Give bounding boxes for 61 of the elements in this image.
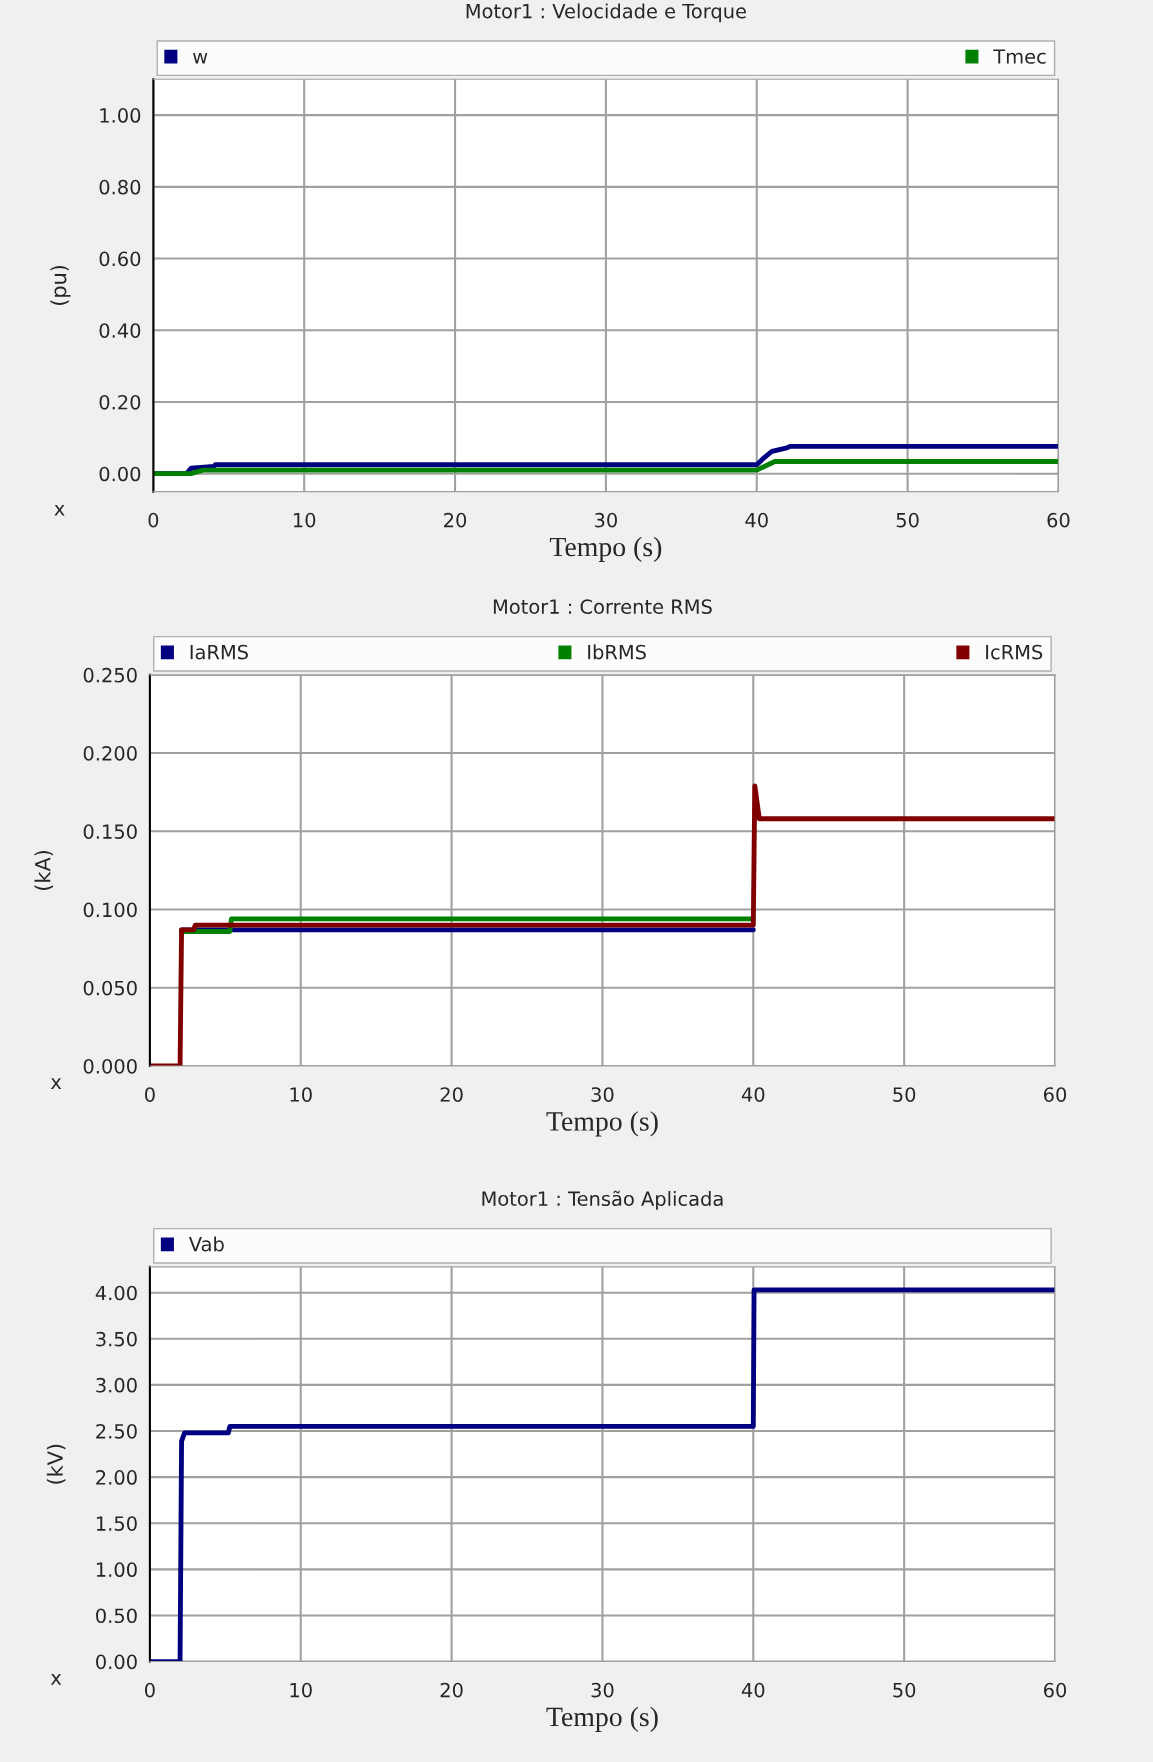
- legend-label: w: [193, 52, 208, 64]
- x-tick-label: 60: [1043, 1682, 1067, 1698]
- x-axis-title: Tempo (s): [549, 536, 662, 562]
- text: x: [50, 1078, 62, 1089]
- x-tick-label: 30: [591, 1682, 614, 1698]
- y-tick-label: 0.200: [83, 746, 137, 761]
- y-tick-label: 0.50: [96, 1608, 137, 1624]
- x-axis-title: Tempo (s): [546, 1706, 658, 1732]
- y-tick-label: 0.00: [99, 466, 141, 482]
- y-tick-label: 2.50: [96, 1423, 137, 1439]
- y-tick-label: 3.00: [96, 1377, 137, 1393]
- x-tick-label: 20: [440, 1087, 463, 1102]
- x-tick-label: 0: [148, 512, 159, 528]
- x-tick-label: 60: [1043, 1087, 1067, 1102]
- x-tick-label: 30: [595, 512, 617, 528]
- y-tick-label: 0.250: [83, 667, 137, 683]
- legend-label: IaRMS: [190, 644, 248, 660]
- y-tick-label: 0.60: [99, 251, 141, 267]
- x-tick-label: 0: [144, 1682, 155, 1698]
- y-tick-label: 1.00: [96, 1562, 137, 1578]
- chart-title: Motor1 : Corrente RMS: [493, 599, 712, 615]
- y-axis-title: (pu): [50, 265, 71, 305]
- x-tick-label: 0: [144, 1087, 155, 1102]
- text: x: [54, 504, 65, 516]
- x-tick-label: 20: [444, 512, 467, 528]
- x-tick-label: 10: [293, 512, 316, 528]
- chart-title: Motor1 : Velocidade e Torque: [466, 3, 746, 23]
- y-tick-label: 2.00: [96, 1470, 137, 1485]
- x-tick-label: 10: [290, 1087, 312, 1102]
- chart-title: Motor1 : Tensão Aplicada: [482, 1190, 723, 1210]
- y-axis-title: (kV): [46, 1444, 66, 1484]
- y-tick-label: 3.50: [96, 1331, 137, 1347]
- x-tick-label: 40: [745, 512, 768, 528]
- legend-label: Tmec: [993, 49, 1046, 64]
- x-tick-label: 50: [893, 1682, 916, 1698]
- y-tick-label: 1.00: [100, 108, 141, 123]
- x-tick-label: 50: [893, 1087, 916, 1102]
- y-tick-label: 0.40: [99, 323, 141, 338]
- x-tick-label: 20: [440, 1682, 463, 1698]
- y-axis-title: (kA): [34, 850, 54, 890]
- y-tick-label: 0.150: [83, 824, 137, 839]
- legend-label: Vab: [188, 1236, 224, 1252]
- line-series: [153, 459, 1059, 477]
- x-tick-label: 60: [1047, 512, 1070, 528]
- x-tick-label: 40: [741, 1682, 765, 1698]
- y-tick-label: 4.00: [95, 1285, 137, 1301]
- y-tick-label: 0.100: [83, 902, 137, 918]
- y-tick-label: 0.80: [99, 179, 141, 195]
- x-tick-label: 40: [741, 1087, 765, 1102]
- legend-label: IcRMS: [986, 644, 1043, 660]
- x-tick-label: 30: [591, 1087, 614, 1102]
- x-tick-label: 10: [290, 1682, 312, 1698]
- x-tick-label: 50: [896, 512, 919, 528]
- legend-label: IbRMS: [588, 644, 646, 660]
- y-tick-label: 0.050: [83, 980, 137, 996]
- y-tick-label: 0.00: [96, 1654, 137, 1670]
- text: x: [50, 1674, 62, 1685]
- y-tick-label: 0.20: [99, 394, 141, 410]
- y-tick-label: 0.000: [83, 1058, 137, 1074]
- y-tick-label: 1.50: [96, 1516, 137, 1531]
- x-axis-title: Tempo (s): [546, 1111, 658, 1137]
